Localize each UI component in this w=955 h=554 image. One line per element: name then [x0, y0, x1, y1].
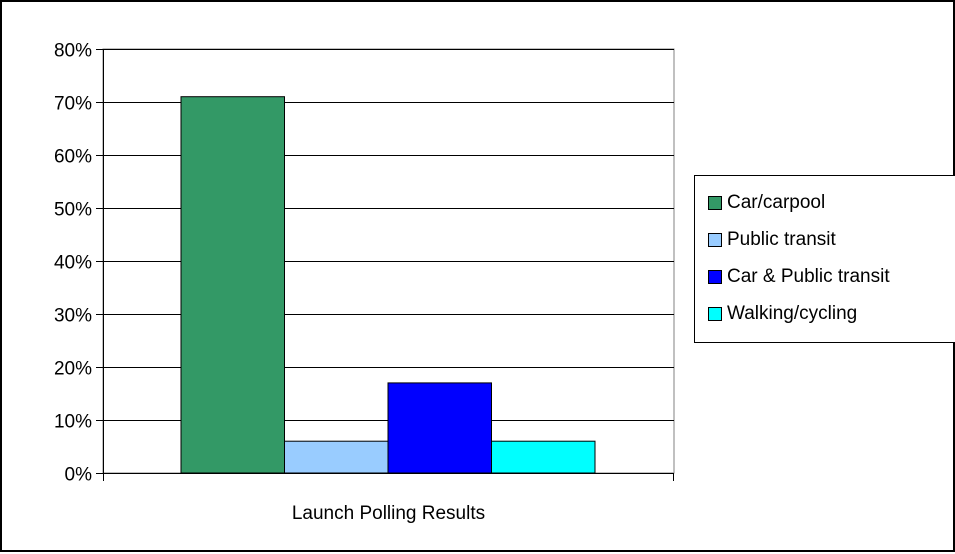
legend-swatch [708, 195, 722, 210]
y-tick-label: 0% [65, 465, 93, 486]
tick-labels: 0% 10% 20% 30% 40% 50% 60% 70% 80% Launch Polling… [54, 41, 485, 525]
legend-swatch [708, 232, 722, 247]
category-label: Launch Polling Results [292, 503, 485, 524]
bar-car-public-transit [387, 382, 492, 474]
bars [180, 96, 596, 474]
y-tick-label: 60% [54, 147, 92, 168]
y-tick-label: 20% [54, 359, 92, 380]
y-tick-label: 50% [54, 200, 92, 221]
legend-label: Public transit [727, 228, 836, 250]
legend-swatch [708, 269, 722, 284]
legend: Car/carpool Public transit Car & Public tr… [694, 175, 955, 343]
legend-item: Walking/cycling [695, 295, 955, 332]
legend-label: Car/carpool [727, 191, 826, 213]
legend-item: Car/carpool [695, 184, 955, 221]
legend-label: Walking/cycling [727, 302, 858, 324]
bar-walking-cycling [491, 440, 596, 474]
y-tick-label: 40% [54, 253, 92, 274]
axes [96, 49, 674, 481]
legend-item: Car & Public transit [695, 258, 955, 295]
y-tick-label: 70% [54, 94, 92, 115]
y-tick-label: 80% [54, 41, 92, 62]
legend-label: Car & Public transit [727, 265, 890, 287]
y-tick-label: 10% [54, 412, 92, 433]
bar-public-transit [284, 440, 389, 474]
legend-item: Public transit [695, 221, 955, 258]
bar-car-carpool [180, 96, 285, 474]
y-tick-label: 30% [54, 306, 92, 327]
legend-swatch [708, 306, 722, 321]
